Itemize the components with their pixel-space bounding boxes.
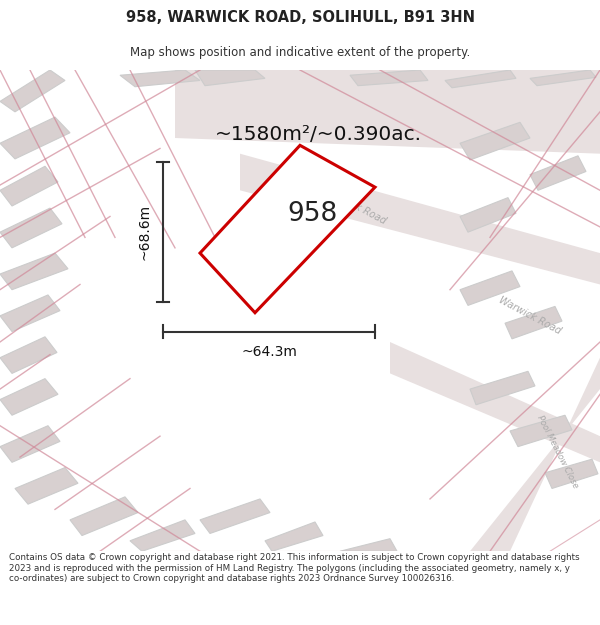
Polygon shape [130, 520, 195, 551]
Polygon shape [545, 459, 598, 489]
Text: ~1580m²/~0.390ac.: ~1580m²/~0.390ac. [215, 126, 422, 144]
Polygon shape [70, 497, 138, 536]
Polygon shape [175, 70, 600, 154]
Text: Map shows position and indicative extent of the property.: Map shows position and indicative extent… [130, 46, 470, 59]
Text: Contains OS data © Crown copyright and database right 2021. This information is : Contains OS data © Crown copyright and d… [9, 553, 580, 583]
Polygon shape [530, 156, 586, 190]
Polygon shape [200, 499, 270, 534]
Polygon shape [460, 198, 516, 232]
Polygon shape [505, 306, 562, 339]
Polygon shape [0, 426, 60, 462]
Polygon shape [200, 146, 375, 312]
Polygon shape [0, 379, 58, 415]
Polygon shape [0, 337, 57, 373]
Polygon shape [445, 70, 516, 88]
Polygon shape [0, 117, 70, 159]
Polygon shape [0, 208, 62, 248]
Text: ~64.3m: ~64.3m [241, 346, 297, 359]
Text: 958: 958 [287, 201, 338, 227]
Polygon shape [265, 522, 323, 551]
Polygon shape [240, 154, 600, 284]
Text: Warwick Road: Warwick Road [322, 186, 388, 227]
Polygon shape [340, 539, 397, 551]
Text: Pool Meadow Close: Pool Meadow Close [536, 414, 580, 490]
Text: ~68.6m: ~68.6m [138, 204, 152, 260]
Polygon shape [530, 70, 596, 86]
Polygon shape [460, 271, 520, 306]
Polygon shape [460, 122, 530, 160]
Text: Warwick Road: Warwick Road [497, 295, 563, 336]
Polygon shape [0, 70, 65, 112]
Polygon shape [350, 70, 428, 86]
Polygon shape [15, 468, 78, 504]
Polygon shape [0, 253, 68, 290]
Polygon shape [470, 371, 535, 405]
Polygon shape [195, 70, 265, 86]
Polygon shape [390, 342, 600, 462]
Polygon shape [120, 70, 200, 87]
Polygon shape [510, 415, 572, 447]
Polygon shape [460, 357, 600, 551]
Polygon shape [0, 295, 60, 331]
Text: 958, WARWICK ROAD, SOLIHULL, B91 3HN: 958, WARWICK ROAD, SOLIHULL, B91 3HN [125, 10, 475, 25]
Polygon shape [0, 166, 58, 206]
